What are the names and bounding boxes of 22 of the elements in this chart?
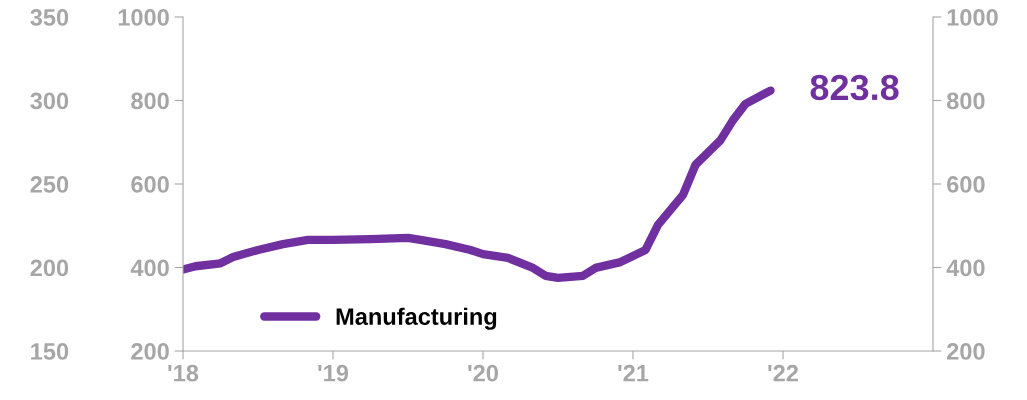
y2-tick-label: 200	[947, 343, 985, 360]
x-tick-label: '22	[768, 364, 798, 382]
x-tick-label: '20	[468, 364, 498, 382]
y-tick-label: 400	[130, 259, 169, 277]
y-tick-label: 800	[131, 92, 169, 110]
y3-tick-label: 300	[30, 92, 69, 110]
annotation: 823.8	[810, 74, 899, 101]
x-tick-label: '21	[618, 364, 649, 382]
x-tick-label: '19	[318, 364, 349, 382]
y2-tick-label: 600	[947, 176, 985, 193]
y2-tick-label: 400	[946, 259, 985, 277]
y3-tick-label: 200	[30, 259, 69, 277]
y-tick-label: 200	[131, 343, 169, 360]
y-tick-label: 1000	[118, 9, 169, 26]
legend-label: Manufacturing	[336, 307, 497, 330]
y2-tick-label: 800	[946, 92, 985, 110]
y2-tick-label: 1000	[947, 9, 998, 26]
y3-tick-label: 350	[30, 9, 69, 26]
x-tick-label: '18	[168, 364, 199, 382]
y3-tick-label: 250	[30, 176, 69, 193]
y-tick-label: 600	[131, 176, 169, 193]
y3-tick-label: 150	[31, 343, 69, 360]
